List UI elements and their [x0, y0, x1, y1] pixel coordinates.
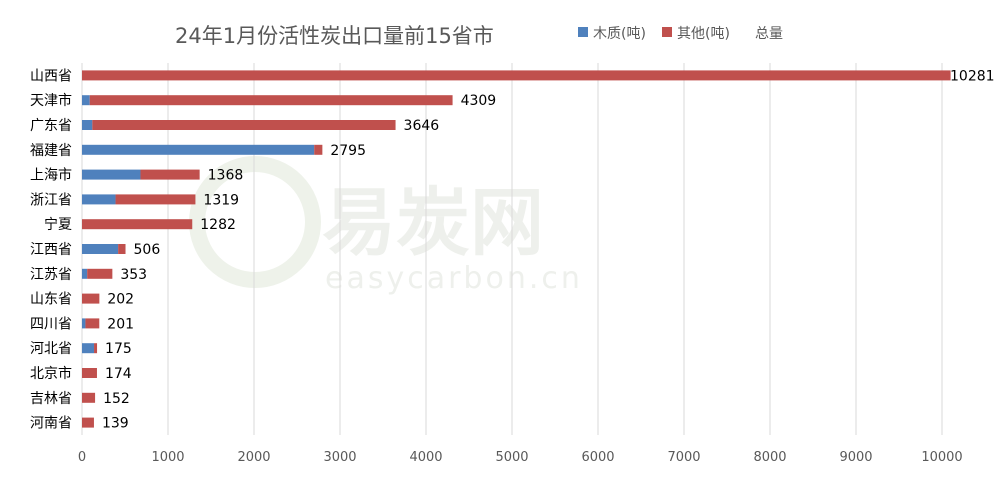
- bar-segment-wood: [82, 120, 93, 130]
- bar-segment-other: [87, 268, 113, 279]
- bar-segment-wood: [82, 144, 315, 155]
- category-label: 四川省: [30, 316, 72, 332]
- chart-title: 24年1月份活性炭出口量前15省市: [175, 24, 494, 48]
- category-label: 上海市: [30, 167, 72, 184]
- bar-segment-other: [118, 244, 126, 254]
- category-label: 河南省: [30, 416, 72, 432]
- category-label: 广东省: [30, 118, 72, 134]
- watermark-url: easycarbon.cn: [325, 261, 583, 296]
- x-axis-ticks: 0 1000 2000 3000 4000 5000 6000 7000 8000 9000 100…: [78, 450, 963, 465]
- bar-segment-wood: [82, 95, 90, 106]
- x-tick-label: 4000: [409, 450, 442, 465]
- category-label: 宁夏: [44, 216, 72, 233]
- total-data-label: 1282: [200, 217, 236, 233]
- total-data-label: 139: [102, 416, 129, 432]
- category-label: 北京市: [30, 365, 72, 382]
- category-label: 福建省: [30, 143, 72, 159]
- total-data-label: 506: [134, 242, 161, 258]
- bar-segment-other: [94, 343, 98, 354]
- category-label: 江西省: [30, 242, 72, 258]
- legend-swatch-wood: [578, 27, 588, 37]
- x-tick-label: 5000: [495, 450, 528, 465]
- category-label: 浙江省: [30, 192, 72, 208]
- total-data-label: 10281: [950, 68, 995, 84]
- bar-segment-other: [82, 70, 951, 81]
- grid: [81, 63, 943, 435]
- watermark-brand: 易炭网: [322, 180, 544, 266]
- x-tick-label: 8000: [753, 450, 786, 465]
- bar-segment-other: [82, 219, 193, 230]
- total-data-label: 353: [120, 267, 147, 283]
- bar-segment-other: [140, 169, 200, 180]
- total-data-label: 152: [103, 391, 130, 407]
- x-tick-label: 10000: [921, 450, 962, 465]
- data-labels: 10281 4309 3646 2795 1368 1319 1282 506 353 202 20…: [102, 68, 995, 431]
- category-label: 天津市: [30, 92, 72, 109]
- total-data-label: 3646: [404, 118, 440, 134]
- bar-segment-other: [85, 318, 100, 329]
- bar-segment-wood: [82, 244, 119, 254]
- x-tick-label: 6000: [581, 450, 614, 465]
- total-data-label: 2795: [330, 143, 366, 159]
- total-data-label: 1319: [203, 192, 239, 208]
- bar-segment-other: [92, 120, 396, 130]
- total-data-label: 4309: [461, 93, 497, 109]
- x-tick-label: 2000: [237, 450, 270, 465]
- category-label: 山西省: [30, 68, 72, 84]
- bar-segment-other: [82, 368, 97, 378]
- bar-segment-wood: [82, 169, 141, 180]
- category-label: 河北省: [30, 341, 72, 357]
- x-tick-label: 7000: [667, 450, 700, 465]
- x-tick-label: 3000: [323, 450, 356, 465]
- total-data-label: 174: [105, 366, 132, 382]
- watermark: 易炭网 easycarbon.cn: [189, 156, 583, 296]
- total-data-label: 201: [107, 316, 134, 332]
- legend-swatch-other: [662, 27, 672, 37]
- legend-label-total: 总量: [755, 26, 783, 42]
- bar-segment-other: [82, 392, 96, 403]
- category-labels: 山西省天津市广东省福建省上海市浙江省宁夏江西省江苏省山东省四川省河北省北京市吉林…: [30, 68, 72, 431]
- category-label: 山东省: [30, 292, 72, 308]
- total-data-label: 202: [107, 292, 134, 308]
- bar-segment-wood: [82, 318, 86, 329]
- legend-label-other: 其他(吨): [677, 26, 730, 42]
- bar-segment-other: [314, 144, 323, 155]
- bar-segment-other: [82, 417, 94, 428]
- x-tick-label: 9000: [839, 450, 872, 465]
- bar-segment-wood: [82, 343, 95, 354]
- bar-segment-other: [82, 293, 100, 304]
- x-tick-label: 1000: [151, 450, 184, 465]
- legend-label-wood: 木质(吨): [593, 26, 646, 42]
- x-tick-label: 0: [78, 450, 86, 465]
- category-label: 江苏省: [30, 267, 72, 283]
- total-data-label: 175: [105, 341, 132, 357]
- legend: 木质(吨) 其他(吨) 总量: [578, 26, 783, 42]
- total-data-label: 1368: [208, 168, 244, 184]
- watermark-logo-icon: [189, 156, 321, 288]
- bar-segment-other: [89, 95, 453, 106]
- category-label: 吉林省: [30, 391, 72, 407]
- bar-segment-other: [115, 194, 196, 205]
- bars: [82, 70, 951, 428]
- bar-segment-wood: [82, 268, 88, 279]
- bar-segment-wood: [82, 194, 116, 205]
